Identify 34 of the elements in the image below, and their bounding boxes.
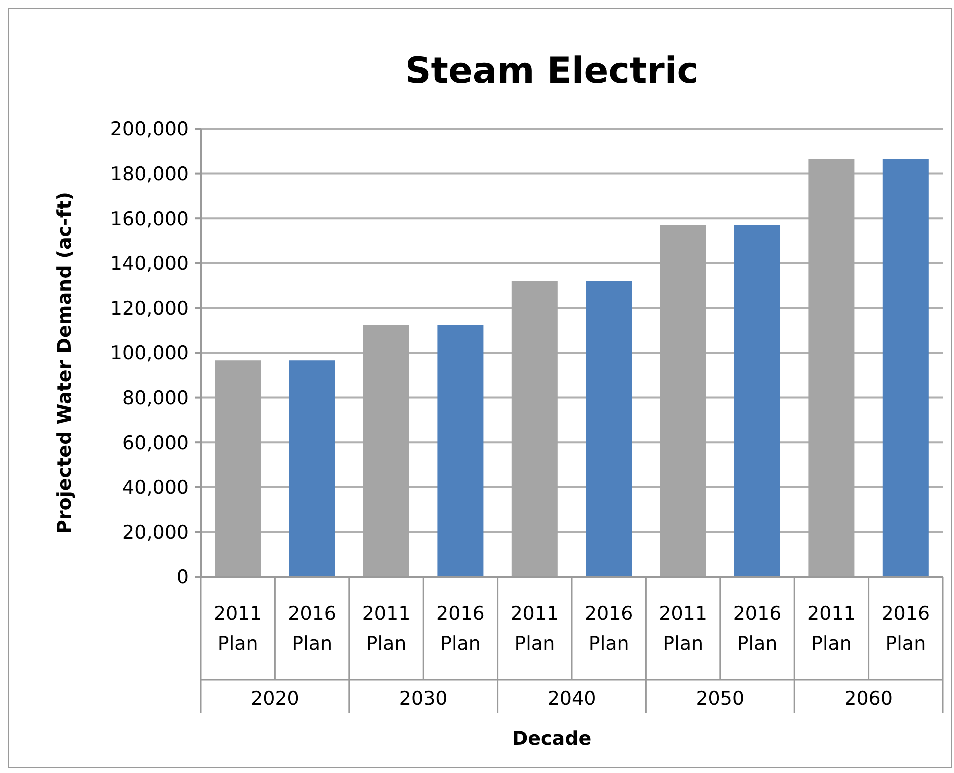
- y-tick-label: 80,000: [122, 387, 189, 410]
- y-tick-label: 0: [176, 566, 189, 589]
- y-tick-label: 180,000: [110, 163, 189, 186]
- bar: [586, 281, 632, 577]
- text: 2011 Plan: [808, 603, 856, 655]
- text: 2016 Plan: [436, 603, 485, 655]
- text: 2011 Plan: [510, 603, 560, 655]
- x-axis-title: Decade: [512, 728, 592, 750]
- bar: [734, 225, 780, 577]
- x-tick-label: 2060: [844, 688, 893, 710]
- text: 2016 Plan: [733, 603, 782, 655]
- y-axis-title: Projected Water Demand (ac-ft): [54, 192, 76, 534]
- y-tick-label: 120,000: [110, 298, 189, 320]
- chart-title: Steam Electric: [405, 51, 699, 92]
- y-tick-label: 200,000: [110, 118, 189, 141]
- series-label: 2011 Plan: [214, 603, 262, 655]
- x-tick-label: 2030: [399, 688, 448, 710]
- bar: [438, 325, 484, 577]
- y-tick-label: 20,000: [122, 522, 189, 544]
- text: 2016 Plan: [882, 603, 930, 655]
- x-tick-label: 2020: [251, 688, 300, 710]
- y-tick-label: 100,000: [110, 342, 189, 365]
- bar: [289, 360, 336, 577]
- text: 2011 Plan: [362, 603, 411, 655]
- y-tick-label: 140,000: [110, 253, 189, 276]
- series-label: 2016 Plan: [584, 603, 634, 655]
- x-tick-label: 2040: [548, 688, 596, 710]
- y-tick-label: 40,000: [122, 477, 189, 500]
- y-tick-label: 160,000: [110, 208, 189, 230]
- y-tick-label: 60,000: [122, 432, 189, 454]
- bar: [882, 159, 929, 577]
- x-tick-label: 2050: [696, 688, 745, 710]
- text: 2016 Plan: [288, 603, 336, 655]
- text: 2011 Plan: [659, 603, 708, 655]
